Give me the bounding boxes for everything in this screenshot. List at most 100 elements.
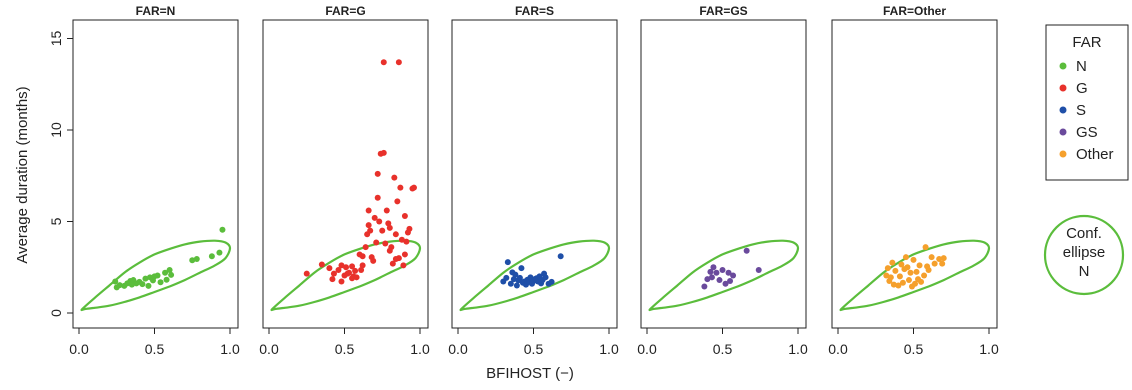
data-point bbox=[219, 226, 226, 233]
x-tick-label: 0.0 bbox=[69, 341, 89, 357]
data-point bbox=[404, 229, 411, 236]
data-point bbox=[913, 268, 920, 275]
data-point bbox=[385, 220, 392, 227]
data-point bbox=[905, 277, 912, 284]
x-axis-title: BFIHOST (−) bbox=[486, 365, 574, 382]
data-point bbox=[936, 256, 943, 263]
data-point bbox=[330, 270, 337, 277]
panel-s: FAR=S 0.0 0.5 1.0 bbox=[448, 4, 619, 357]
x-tick-label: 0.5 bbox=[904, 341, 924, 357]
legend-label: N bbox=[1076, 58, 1087, 75]
legend-label: Other bbox=[1076, 146, 1114, 163]
panel-title: FAR=Other bbox=[883, 4, 946, 18]
data-point bbox=[367, 227, 374, 234]
data-point bbox=[373, 239, 380, 246]
x-tick-label: 0.0 bbox=[448, 341, 468, 357]
data-point bbox=[208, 253, 215, 260]
data-point bbox=[940, 255, 947, 262]
data-point bbox=[352, 267, 359, 274]
legend-marker bbox=[1059, 106, 1067, 114]
x-tick-label: 1.0 bbox=[979, 341, 999, 357]
data-point bbox=[343, 264, 350, 271]
data-point bbox=[128, 281, 135, 288]
data-point bbox=[513, 282, 520, 289]
data-point bbox=[397, 184, 404, 191]
data-point bbox=[912, 280, 919, 287]
x-tick-label: 1.0 bbox=[599, 341, 619, 357]
data-point bbox=[516, 274, 523, 281]
data-point bbox=[503, 274, 510, 281]
data-point bbox=[380, 149, 387, 156]
data-point bbox=[401, 251, 408, 258]
data-point bbox=[386, 247, 393, 254]
data-point bbox=[925, 266, 932, 273]
data-point bbox=[335, 266, 342, 273]
data-point bbox=[329, 276, 336, 283]
data-point bbox=[371, 214, 378, 221]
legend-label: S bbox=[1076, 102, 1086, 119]
data-point bbox=[389, 260, 396, 267]
legend-marker bbox=[1059, 84, 1067, 92]
data-point bbox=[162, 269, 169, 276]
data-point bbox=[116, 282, 123, 289]
x-tick-label: 0.5 bbox=[524, 341, 544, 357]
data-point bbox=[379, 227, 386, 234]
ellipse-legend-text: ellipse bbox=[1063, 244, 1106, 261]
panel-title: FAR=GS bbox=[699, 4, 747, 18]
data-point bbox=[395, 59, 402, 66]
data-point bbox=[916, 262, 923, 269]
data-point bbox=[890, 281, 897, 288]
data-point bbox=[725, 269, 732, 276]
legend-marker bbox=[1059, 128, 1067, 136]
legend-marker bbox=[1059, 62, 1067, 70]
data-point bbox=[216, 249, 223, 256]
data-point bbox=[338, 262, 345, 269]
x-tick-label: 0.5 bbox=[713, 341, 733, 357]
data-point bbox=[887, 274, 894, 281]
data-point bbox=[921, 272, 928, 279]
data-point bbox=[898, 261, 905, 268]
x-tick-label: 0.0 bbox=[637, 341, 657, 357]
data-point bbox=[376, 218, 383, 225]
panel-title: FAR=G bbox=[325, 4, 365, 18]
ellipse-legend-text: Conf. bbox=[1066, 225, 1102, 242]
data-point bbox=[139, 281, 146, 288]
y-tick-label: 10 bbox=[48, 122, 64, 138]
ellipse-legend: Conf. ellipse N bbox=[1043, 214, 1125, 296]
data-point bbox=[928, 254, 935, 261]
confidence-ellipse bbox=[80, 239, 232, 312]
panel-title: FAR=N bbox=[136, 4, 176, 18]
data-point bbox=[374, 194, 381, 201]
data-point bbox=[410, 184, 417, 191]
data-point bbox=[548, 278, 555, 285]
x-tick-label: 0.0 bbox=[259, 341, 279, 357]
data-point bbox=[896, 273, 903, 280]
legend-marker bbox=[1059, 150, 1067, 158]
data-point bbox=[145, 282, 152, 289]
data-point bbox=[701, 283, 708, 290]
data-point bbox=[504, 259, 511, 266]
x-tick-label: 0.0 bbox=[828, 341, 848, 357]
data-point bbox=[380, 59, 387, 66]
x-tick-label: 0.5 bbox=[145, 341, 165, 357]
data-point bbox=[383, 207, 390, 214]
data-point bbox=[892, 267, 899, 274]
data-point bbox=[401, 213, 408, 220]
data-point bbox=[353, 274, 360, 281]
data-point bbox=[922, 244, 929, 251]
data-point bbox=[394, 198, 401, 205]
ellipse-legend-text: N bbox=[1079, 263, 1090, 280]
data-point bbox=[386, 224, 393, 231]
data-point bbox=[154, 272, 161, 279]
data-point bbox=[755, 266, 762, 273]
legend-title: FAR bbox=[1072, 34, 1101, 51]
data-point bbox=[346, 269, 353, 276]
data-point bbox=[542, 274, 549, 281]
data-point bbox=[895, 282, 902, 289]
data-point bbox=[349, 275, 356, 282]
data-point bbox=[704, 276, 711, 283]
data-point bbox=[918, 278, 925, 285]
data-point bbox=[883, 272, 890, 279]
